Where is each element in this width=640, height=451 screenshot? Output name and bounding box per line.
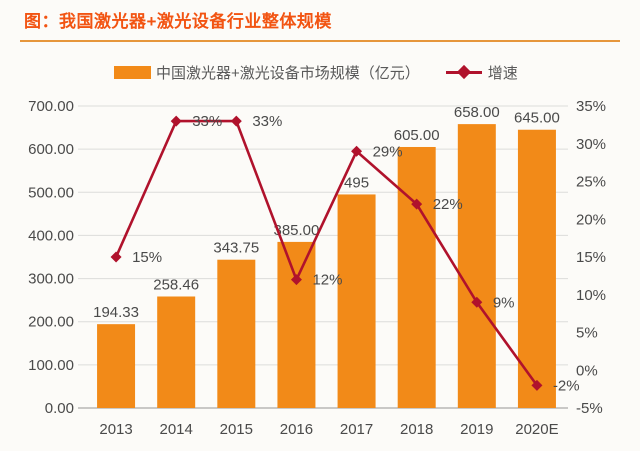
svg-text:33%: 33% (252, 113, 282, 130)
title-divider (20, 40, 620, 42)
svg-text:25%: 25% (576, 174, 606, 191)
svg-text:5%: 5% (576, 325, 598, 342)
svg-text:-5%: -5% (576, 400, 603, 417)
svg-text:194.33: 194.33 (93, 304, 139, 321)
svg-text:22%: 22% (433, 196, 463, 213)
chart-legend: 中国激光器+激光设备市场规模（亿元） 增速 (114, 62, 640, 83)
chart-title: 图：我国激光器+激光设备行业整体规模 (24, 12, 332, 31)
svg-text:605.00: 605.00 (394, 127, 440, 144)
svg-text:500.00: 500.00 (28, 184, 74, 201)
svg-text:100.00: 100.00 (28, 357, 74, 374)
svg-text:385.00: 385.00 (273, 222, 319, 239)
svg-text:645.00: 645.00 (514, 110, 560, 127)
svg-text:300.00: 300.00 (28, 271, 74, 288)
svg-text:0.00: 0.00 (45, 400, 74, 417)
svg-text:2016: 2016 (280, 421, 313, 438)
svg-text:12%: 12% (312, 272, 342, 289)
svg-text:2014: 2014 (160, 421, 193, 438)
legend-label-market-size: 中国激光器+激光设备市场规模（亿元） (156, 64, 420, 82)
svg-text:658.00: 658.00 (454, 104, 500, 121)
svg-text:2018: 2018 (400, 421, 433, 438)
svg-text:343.75: 343.75 (213, 240, 259, 257)
svg-text:2020E: 2020E (515, 421, 558, 438)
legend-label-growth: 增速 (487, 64, 518, 82)
svg-text:2013: 2013 (99, 421, 132, 438)
svg-text:9%: 9% (493, 294, 515, 311)
svg-text:200.00: 200.00 (28, 314, 74, 331)
bar-line-chart: 700.00 600.00 500.00 400.00 300.00 200.00 100.… (28, 98, 606, 438)
diamond-marker-icon (456, 64, 471, 79)
svg-text:495: 495 (344, 174, 369, 191)
svg-text:-2%: -2% (553, 377, 580, 394)
svg-text:15%: 15% (132, 249, 162, 266)
svg-text:30%: 30% (576, 136, 606, 153)
svg-text:0%: 0% (576, 362, 598, 379)
svg-text:2015: 2015 (220, 421, 253, 438)
svg-text:20%: 20% (576, 211, 606, 228)
legend-item-market-size: 中国激光器+激光设备市场规模（亿元） (114, 62, 420, 83)
svg-text:2017: 2017 (340, 421, 373, 438)
svg-text:258.46: 258.46 (153, 276, 199, 293)
svg-text:2019: 2019 (460, 421, 493, 438)
svg-text:10%: 10% (576, 287, 606, 304)
svg-text:33%: 33% (192, 113, 222, 130)
svg-text:35%: 35% (576, 98, 606, 115)
svg-text:600.00: 600.00 (28, 141, 74, 158)
svg-text:700.00: 700.00 (28, 98, 74, 115)
svg-text:15%: 15% (576, 249, 606, 266)
svg-text:400.00: 400.00 (28, 227, 74, 244)
legend-item-growth: 增速 (445, 62, 518, 83)
bar-series-swatch-icon (114, 65, 151, 79)
line-series-swatch-icon (445, 64, 482, 79)
svg-text:29%: 29% (373, 143, 403, 160)
